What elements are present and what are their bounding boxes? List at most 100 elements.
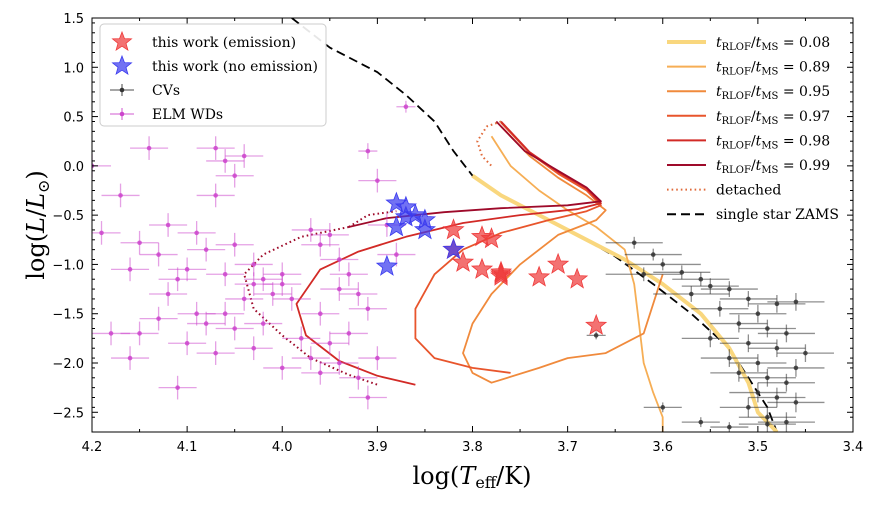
x-tick-label: 3.7 bbox=[557, 440, 578, 455]
star-marker bbox=[480, 227, 503, 249]
y-tick-label: 1.0 bbox=[63, 61, 84, 76]
y-tick-label: 0.0 bbox=[63, 160, 84, 175]
data-point bbox=[318, 311, 323, 317]
star-marker bbox=[442, 237, 465, 260]
data-point bbox=[660, 262, 666, 267]
data-point bbox=[308, 355, 314, 361]
data-point bbox=[793, 299, 799, 305]
y-tick-label: −2.5 bbox=[52, 406, 84, 421]
y-tick-label: −0.5 bbox=[52, 209, 84, 224]
data-point bbox=[365, 306, 371, 312]
data-point bbox=[232, 173, 237, 179]
series-this-work-no-emission bbox=[375, 191, 465, 276]
data-point bbox=[774, 395, 780, 400]
series-this-work-emission bbox=[442, 218, 608, 335]
legend-label-t-rlof-t-ms-0-95: tRLOF/tMS = 0.95 bbox=[716, 84, 830, 102]
data-point bbox=[298, 336, 304, 341]
y-tick-label: −1.0 bbox=[52, 258, 84, 273]
data-point bbox=[784, 419, 789, 425]
data-point bbox=[765, 375, 770, 381]
data-point bbox=[660, 405, 666, 410]
data-point bbox=[251, 345, 257, 351]
legend-label-elm-wds: ELM WDs bbox=[152, 107, 223, 123]
data-point bbox=[327, 232, 333, 238]
data-point bbox=[213, 193, 218, 198]
data-point bbox=[736, 321, 742, 326]
x-tick-label: 4.2 bbox=[82, 440, 103, 455]
legend-label-single-star-zams: single star ZAMS bbox=[716, 207, 839, 223]
star-marker bbox=[385, 191, 408, 213]
data-point bbox=[156, 252, 161, 257]
legend-left-box bbox=[99, 23, 327, 127]
data-point bbox=[318, 242, 323, 248]
data-point bbox=[165, 222, 171, 228]
star-marker bbox=[451, 250, 475, 272]
star-marker bbox=[566, 267, 589, 289]
data-point bbox=[318, 370, 323, 376]
x-tick-label: 3.5 bbox=[748, 440, 769, 455]
legend-label-this-work-no-emission: this work (no emission) bbox=[152, 59, 318, 75]
data-point bbox=[279, 281, 285, 287]
data-point bbox=[403, 104, 409, 110]
data-point bbox=[631, 240, 637, 246]
data-point bbox=[146, 145, 152, 151]
legend-left: this work (emission) this work (no emissi… bbox=[99, 23, 327, 127]
data-point bbox=[251, 262, 257, 267]
data-point bbox=[774, 301, 780, 307]
curve-t-rlof-t-ms-0-95 bbox=[462, 125, 664, 384]
data-point bbox=[175, 385, 180, 390]
x-tick-label: 3.4 bbox=[843, 440, 864, 455]
data-point bbox=[241, 153, 247, 159]
star-marker bbox=[413, 218, 436, 240]
curve-detached-top bbox=[476, 120, 502, 167]
y-tick-label: −2.0 bbox=[52, 357, 84, 372]
data-point bbox=[375, 178, 380, 183]
legend-star-this-work-no-emission bbox=[111, 54, 133, 76]
data-point bbox=[279, 365, 285, 371]
data-point bbox=[222, 158, 228, 164]
data-point bbox=[784, 380, 789, 386]
data-point bbox=[365, 395, 371, 400]
data-point bbox=[765, 326, 770, 331]
data-point bbox=[137, 240, 142, 246]
data-point bbox=[365, 148, 371, 154]
y-tick-label: −1.5 bbox=[52, 308, 84, 323]
data-point bbox=[118, 193, 123, 198]
legend-label-t-rlof-t-ms-0-08: tRLOF/tMS = 0.08 bbox=[716, 35, 830, 53]
legend-label-t-rlof-t-ms-0-97: tRLOF/tMS = 0.97 bbox=[716, 109, 830, 127]
data-point bbox=[327, 340, 333, 346]
data-point bbox=[270, 291, 276, 297]
legend-label-t-rlof-t-ms-0-89: tRLOF/tMS = 0.89 bbox=[716, 60, 830, 78]
data-point bbox=[755, 390, 761, 395]
data-point bbox=[337, 360, 342, 366]
legend-point-cvs bbox=[119, 87, 125, 93]
data-point bbox=[708, 336, 713, 341]
data-point bbox=[593, 333, 599, 338]
data-point bbox=[765, 421, 770, 427]
data-point bbox=[641, 271, 647, 277]
data-point bbox=[708, 283, 713, 289]
x-tick-label: 3.9 bbox=[367, 440, 388, 455]
legend-right: tRLOF/tMS = 0.08 tRLOF/tMS = 0.89 tRLOF/tM… bbox=[667, 35, 839, 223]
star-marker bbox=[470, 257, 494, 279]
data-point bbox=[746, 296, 751, 302]
y-axis-title: log(L/L⊙) bbox=[22, 170, 53, 280]
data-point bbox=[698, 419, 704, 425]
x-axis-title: log(Teff/K) bbox=[412, 462, 531, 492]
data-point bbox=[260, 276, 266, 282]
data-point bbox=[736, 370, 742, 376]
data-point bbox=[156, 316, 161, 321]
data-point bbox=[222, 271, 228, 277]
data-point bbox=[650, 252, 656, 257]
data-point bbox=[213, 350, 218, 356]
star-marker bbox=[394, 205, 417, 227]
data-point bbox=[746, 340, 751, 346]
data-point bbox=[175, 276, 180, 282]
data-point bbox=[356, 375, 361, 381]
data-point bbox=[127, 267, 133, 272]
points-layer bbox=[92, 100, 834, 432]
data-point bbox=[241, 296, 247, 302]
star-marker bbox=[528, 265, 551, 287]
data-point bbox=[346, 271, 352, 277]
series-cvs bbox=[586, 236, 834, 432]
